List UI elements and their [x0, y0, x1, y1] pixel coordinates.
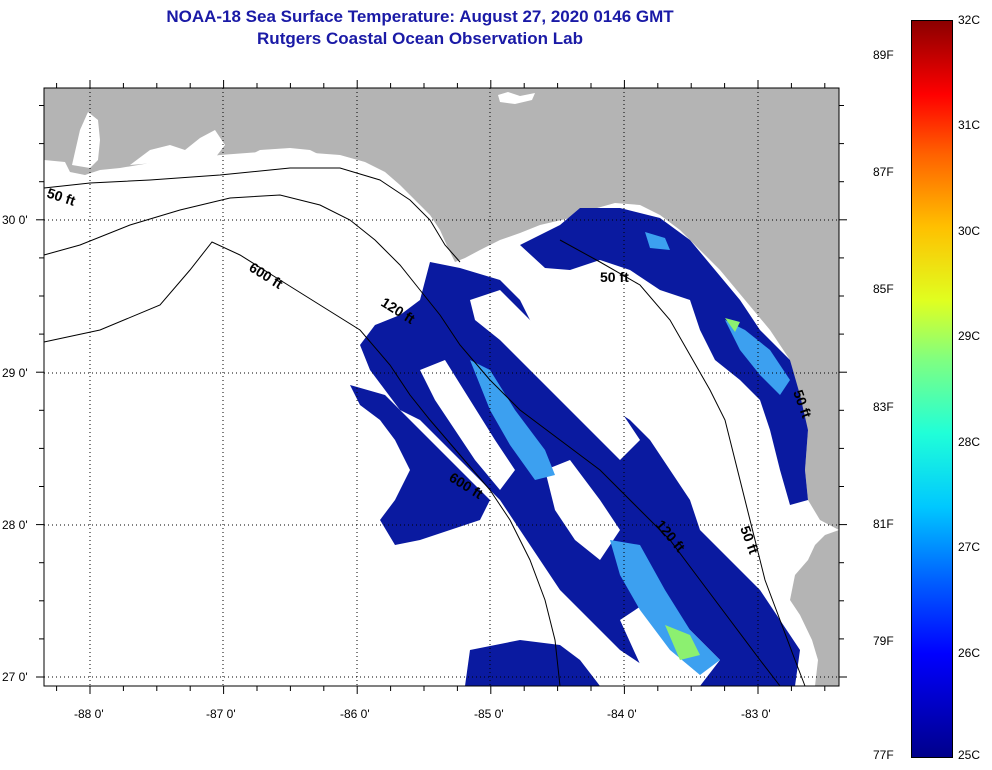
colorbar-fahrenheit-label: 87F — [873, 165, 894, 180]
sst-warm-spot-2 — [725, 318, 740, 332]
sst-patch-south — [465, 640, 600, 686]
lon-label-88: -88 0' — [74, 707, 104, 721]
land-layer — [44, 88, 839, 686]
title-line-2: Rutgers Coastal Ocean Observation Lab — [257, 29, 583, 48]
longitude-axis: -88 0' -87 0' -86 0' -85 0' -84 0' -83 0… — [74, 707, 771, 721]
sst-warm-spot-3 — [645, 232, 670, 250]
title-line-1: NOAA-18 Sea Surface Temperature: August … — [166, 7, 674, 26]
land-florida-south — [790, 530, 839, 686]
contour-120ft — [43, 194, 781, 687]
land-gulf-coast — [44, 88, 839, 530]
bay-pensacola — [130, 130, 225, 165]
lon-label-87: -87 0' — [206, 707, 236, 721]
colorbar-fahrenheit-label: 81F — [873, 516, 894, 531]
colorbar-fahrenheit-label: 85F — [873, 282, 894, 297]
colorbar-celsius-label: 25C — [958, 748, 981, 762]
sst-patch-west — [350, 385, 490, 545]
colorbar-celsius-label: 31C — [958, 118, 981, 133]
lat-label-30: 30 0' — [2, 213, 28, 227]
graticule — [44, 88, 839, 686]
contour-50ft-north — [43, 167, 461, 263]
colorbar-celsius-label: 30C — [958, 223, 981, 238]
lon-label-83: -83 0' — [741, 707, 771, 721]
contour-600ft — [43, 241, 561, 687]
colorbar-celsius-label: 29C — [958, 329, 981, 344]
lon-label-85: -85 0' — [474, 707, 504, 721]
bay-mobile — [72, 112, 100, 168]
colorbar-fahrenheit-label: 83F — [873, 399, 894, 414]
colorbar-celsius-label: 28C — [958, 434, 981, 449]
map-frame — [43, 87, 840, 687]
inland-lake — [498, 92, 535, 104]
cloud-gap-2 — [560, 275, 740, 460]
lat-label-27: 27 0' — [2, 670, 28, 684]
map-title: NOAA-18 Sea Surface Temperature: August … — [0, 6, 840, 50]
colorbar-celsius-label: 26C — [958, 645, 981, 660]
latitude-axis: 30 0' 29 0' 28 0' 27 0' — [2, 213, 28, 684]
contour-layer — [43, 167, 806, 687]
cloud-gap-3 — [420, 360, 515, 490]
colorbar-fahrenheit-label: 79F — [873, 633, 894, 648]
sst-warm-streak-1 — [470, 360, 555, 480]
cloud-gap-1 — [470, 290, 640, 460]
sst-warm-streak-3 — [725, 320, 790, 395]
lon-label-86: -86 0' — [340, 707, 370, 721]
colorbar-celsius-label: 27C — [958, 540, 981, 555]
temperature-colorbar — [911, 20, 953, 758]
sst-warm-spot-1 — [665, 625, 700, 660]
lat-label-28: 28 0' — [2, 518, 28, 532]
contour-label-50-east: 50 ft — [600, 269, 629, 285]
colorbar-celsius-label: 32C — [958, 13, 981, 27]
contour-50ft-east — [559, 239, 806, 687]
bay-choctawhatchee — [240, 148, 320, 160]
colorbar-fahrenheit-label: 77F — [873, 748, 894, 762]
lat-label-29: 29 0' — [2, 366, 28, 380]
lon-label-84: -84 0' — [607, 707, 637, 721]
cloud-gap-4 — [545, 460, 620, 560]
sst-data-layer — [350, 208, 808, 686]
colorbar-fahrenheit-label: 89F — [873, 48, 894, 63]
axis-ticks — [36, 80, 847, 694]
